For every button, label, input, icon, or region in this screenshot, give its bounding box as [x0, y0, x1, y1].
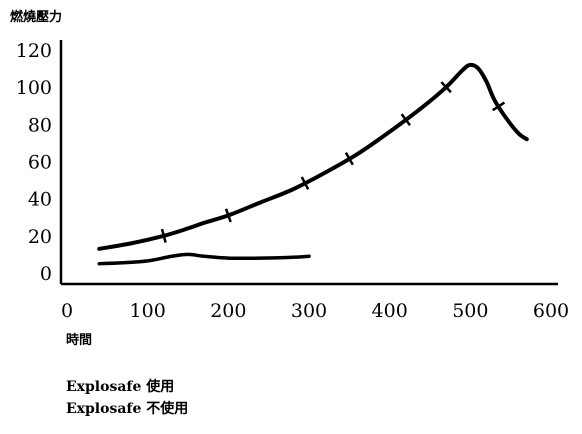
y-tick-label: 80: [28, 114, 52, 136]
x-tick-label: 0: [61, 300, 73, 322]
legend: Explosafe 使用 Explosafe 不使用: [66, 376, 188, 420]
series-layer: [97, 62, 529, 266]
y-tick-label: 20: [28, 226, 52, 248]
x-tick-label: 100: [130, 300, 166, 322]
x-tick-label: 300: [291, 300, 327, 322]
x-axis-label: 時間: [66, 332, 92, 348]
x-tick-label: 400: [372, 300, 408, 322]
series-marker: [400, 113, 411, 127]
x-tick-label: 600: [533, 300, 569, 322]
series-marker: [440, 81, 452, 94]
legend-item-with-explosafe: Explosafe 使用: [66, 379, 175, 395]
series-marker: [344, 152, 354, 166]
y-tick-label: 120: [16, 40, 52, 62]
y-tick-label: 40: [28, 189, 52, 211]
legend-item-without-explosafe: Explosafe 不使用: [66, 401, 189, 417]
x-tick-label: 500: [452, 300, 488, 322]
x-tick-label: 200: [210, 300, 246, 322]
series-marker: [224, 208, 232, 223]
y-tick-label: 60: [28, 152, 52, 174]
y-tick-labels: 0 20 40 60 80 100 120: [16, 40, 52, 285]
y-tick-label: 0: [40, 263, 52, 285]
series-marker: [160, 228, 167, 243]
series-line-without-explosafe: [97, 252, 311, 266]
x-tick-labels: 0 100 200 300 400 500 600: [61, 300, 569, 322]
y-tick-label: 100: [16, 77, 52, 99]
series-marker: [492, 101, 506, 112]
series-marker: [300, 176, 310, 190]
y-axis-label: 燃燒壓力: [10, 9, 62, 25]
series-line-with-explosafe: [97, 62, 529, 251]
